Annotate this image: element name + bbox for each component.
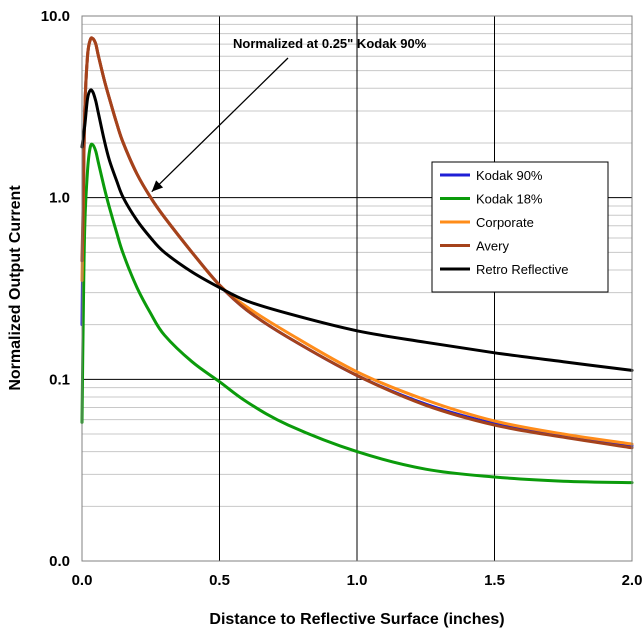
series-group — [80, 36, 634, 485]
x-axis-title: Distance to Reflective Surface (inches) — [209, 611, 504, 628]
series-line-3 — [80, 36, 634, 450]
legend-label-2: Corporate — [476, 215, 534, 230]
plot-border — [81, 15, 633, 562]
x-tick-label: 0.5 — [209, 572, 230, 589]
legend-label-1: Kodak 18% — [476, 192, 543, 207]
x-axis-ticks: 0.0 0.5 1.0 1.5 2.0 — [72, 572, 643, 589]
y-tick-label: 10.0 — [41, 8, 70, 25]
annotation-arrow — [151, 57, 289, 193]
x-tick-label: 1.5 — [484, 572, 505, 589]
legend: Kodak 90% Kodak 18% Corporate Avery Retro Re… — [431, 161, 609, 293]
series-line-4 — [80, 88, 634, 372]
y-axis-ticks: 0.0 0.1 1.0 10.0 — [41, 8, 70, 570]
annotation: Normalized at 0.25" Kodak 90% — [151, 36, 427, 193]
legend-label-4: Retro Reflective — [476, 262, 568, 277]
y-tick-label: 1.0 — [49, 190, 70, 207]
x-tick-label: 1.0 — [347, 572, 368, 589]
y-axis-title: Normalized Output Current — [7, 185, 24, 391]
legend-label-3: Avery — [476, 239, 509, 254]
y-tick-label: 0.1 — [49, 371, 70, 388]
x-tick-label: 2.0 — [622, 572, 643, 589]
annotation-arrowhead — [151, 180, 164, 192]
annotation-text: Normalized at 0.25" Kodak 90% — [233, 36, 427, 51]
series-line-1 — [80, 142, 634, 485]
x-tick-label: 0.0 — [72, 572, 93, 589]
legend-label-0: Kodak 90% — [476, 168, 543, 183]
y-tick-label: 0.0 — [49, 553, 70, 570]
